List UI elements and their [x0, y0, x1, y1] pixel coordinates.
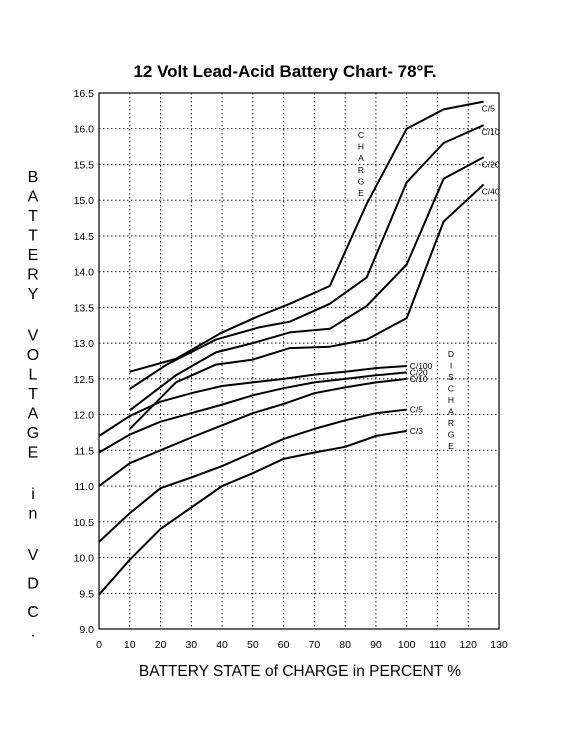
x-tick-label: 70: [309, 639, 321, 651]
y-tick-label: 11.5: [74, 445, 94, 457]
y-axis-label-letter: C: [27, 604, 39, 621]
y-axis-label-letter: A: [28, 189, 39, 206]
y-axis-label-letter: B: [28, 169, 39, 186]
y-axis-label-letter: O: [27, 347, 39, 364]
x-axis-ticks: 0 10 20 30 40 50 60 70 80 90 100 110 120 130: [96, 639, 508, 651]
y-axis-ticks: 9.0 9.5 10.0 10.5 11.0 11.5 12.0 12.5 13.0 13.5 14…: [74, 88, 95, 636]
y-tick-label: 13.0: [74, 338, 95, 350]
discharge-annotation-letter: H: [448, 395, 454, 405]
series-line-discharge-c-20: [98, 371, 407, 454]
x-tick-label: 60: [278, 639, 290, 651]
series-label-charge: C/20: [482, 159, 500, 169]
y-tick-label: 9.0: [79, 624, 94, 636]
x-tick-label: 80: [339, 639, 351, 651]
y-tick-label: 10.5: [74, 517, 95, 529]
discharge-annotation-letter: C: [448, 384, 454, 394]
y-tick-label: 15.0: [74, 195, 95, 207]
series-label-charge: C/10: [482, 127, 500, 137]
x-tick-label: 50: [247, 639, 259, 651]
x-tick-label: 90: [370, 639, 382, 651]
y-axis-label-letter: i: [31, 486, 35, 503]
x-tick-label: 10: [124, 639, 136, 651]
y-tick-label: 12.5: [74, 374, 95, 386]
y-axis-label-letter: R: [27, 267, 39, 284]
discharge-annotation-letter: R: [448, 418, 454, 428]
series-line-charge-c-10: [129, 124, 485, 390]
series-lines: [98, 100, 485, 596]
x-tick-label: 120: [459, 639, 477, 651]
chart-title: 12 Volt Lead-Acid Battery Chart- 78°F.: [133, 62, 436, 81]
series-label-charge: C/5: [482, 104, 496, 114]
x-tick-label: 110: [429, 639, 446, 651]
x-tick-label: 20: [155, 639, 167, 651]
y-tick-label: 14.5: [74, 231, 95, 243]
y-axis-label-letter: E: [28, 445, 39, 462]
series-label-discharge: C/10: [410, 374, 428, 384]
discharge-annotation-letter: S: [448, 372, 454, 382]
y-axis-label-letter: Y: [28, 286, 39, 303]
charge-annotation-letter: H: [358, 142, 364, 152]
x-axis-label: BATTERY STATE of CHARGE in PERCENT %: [139, 663, 461, 680]
y-axis-label-letter: E: [28, 247, 39, 264]
y-axis-label-letter: T: [28, 386, 38, 403]
y-tick-label: 16.5: [74, 88, 95, 100]
x-tick-label: 100: [398, 639, 416, 651]
series-label-discharge: C/100: [410, 361, 433, 371]
y-axis-label-letter: T: [28, 208, 38, 225]
discharge-annotation-letter: E: [448, 441, 454, 451]
series-line-discharge-c-10: [98, 377, 407, 487]
x-tick-label: 40: [216, 639, 228, 651]
y-tick-label: 11.0: [74, 481, 94, 493]
y-axis-label-letter: T: [28, 228, 38, 245]
y-tick-label: 15.5: [74, 159, 95, 171]
y-tick-label: 9.5: [79, 588, 94, 600]
y-tick-label: 14.0: [74, 267, 95, 279]
y-axis-label-letter: D: [27, 576, 39, 593]
charge-annotation: CHARGE: [358, 130, 365, 198]
charge-annotation-letter: C: [358, 130, 364, 140]
y-axis-label-letter: V: [28, 547, 39, 564]
y-tick-label: 16.0: [74, 124, 95, 136]
series-line-discharge-c-100: [98, 365, 407, 437]
charge-annotation-letter: E: [358, 188, 364, 198]
x-tick-label: 30: [185, 639, 197, 651]
y-tick-label: 12.0: [74, 410, 95, 422]
discharge-annotation-letter: I: [450, 361, 452, 371]
y-axis-label-letter: A: [28, 406, 39, 423]
y-axis-label-letter: V: [28, 328, 39, 345]
series-label-discharge: C/5: [410, 405, 424, 415]
y-tick-label: 13.5: [74, 302, 95, 314]
charge-annotation-letter: G: [358, 176, 365, 186]
series-label-discharge: C/3: [410, 426, 424, 436]
y-tick-label: 10.0: [74, 553, 95, 565]
discharge-annotation-letter: A: [448, 407, 454, 417]
grid: [98, 92, 500, 630]
x-tick-label: 130: [490, 639, 508, 651]
series-line-charge-c-5: [129, 100, 484, 373]
series-line-discharge-c-5: [98, 408, 407, 543]
series-line-charge-c-20: [129, 156, 485, 412]
y-axis-label-letter: L: [29, 367, 38, 384]
charge-annotation-letter: R: [358, 165, 364, 175]
series-line-charge-c-40: [129, 183, 485, 430]
charge-annotation-letter: A: [358, 153, 364, 163]
plot-frame: [98, 92, 500, 630]
y-axis-label-letter: .: [31, 567, 35, 584]
y-axis-label-letter: n: [29, 506, 38, 523]
discharge-annotation-letter: G: [448, 430, 455, 440]
y-axis-label-letter: .: [31, 624, 35, 641]
y-axis-label-letter: .: [31, 595, 35, 612]
series-label-discharge: C/20: [410, 367, 428, 377]
discharge-annotation-letter: D: [448, 349, 454, 359]
series-label-charge: C/40: [482, 186, 500, 196]
y-axis-label-letter: G: [27, 425, 39, 442]
series-line-discharge-c-3: [98, 430, 407, 596]
x-tick-label: 0: [96, 639, 102, 651]
